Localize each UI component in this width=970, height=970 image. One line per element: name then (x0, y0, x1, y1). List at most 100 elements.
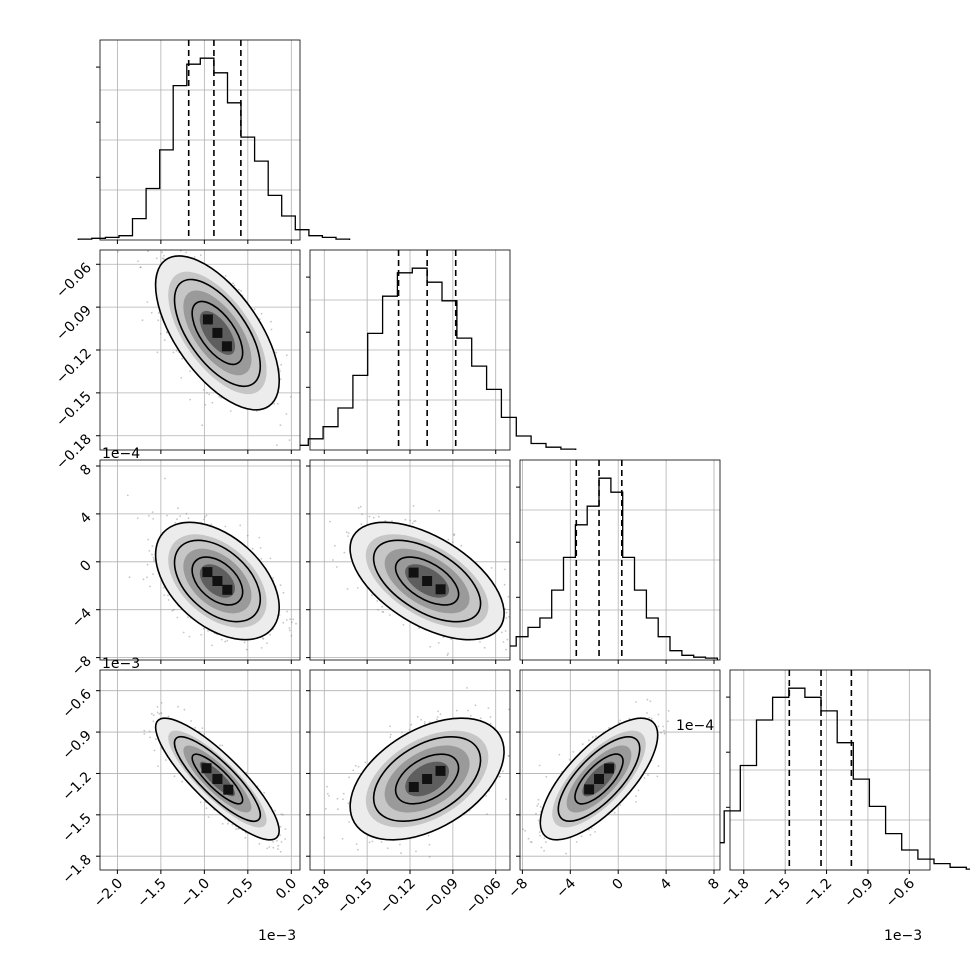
pair-panel-3-1 (306, 669, 518, 874)
scatter-point (437, 642, 440, 644)
scatter-point (136, 517, 139, 520)
scatter-point (220, 638, 223, 641)
panel-frame (99, 249, 301, 451)
scatter-point (224, 275, 227, 277)
scatter-point (160, 702, 163, 704)
scatter-point (157, 319, 160, 322)
scatter-point (224, 818, 227, 821)
scatter-point (460, 544, 463, 547)
scatter-point (210, 523, 213, 526)
scatter-point (172, 351, 175, 354)
scatter-point (128, 576, 131, 579)
scatter-point (199, 801, 202, 804)
panel-frame (729, 669, 931, 871)
scatter-point (343, 551, 346, 554)
density-peak-cell (435, 584, 446, 595)
scatter-point (345, 531, 348, 534)
scatter-point (279, 825, 282, 828)
scatter-point (156, 706, 159, 708)
scatter-point (516, 748, 518, 750)
scatter-point (204, 515, 206, 518)
contour-line-2 (191, 556, 244, 606)
contour-line-0 (154, 521, 280, 641)
scatter-point (285, 354, 288, 357)
scatter-point (158, 712, 161, 715)
scatter-point (181, 357, 184, 360)
scatter-point (408, 728, 411, 731)
scatter-point (487, 707, 490, 709)
scatter-point (357, 507, 360, 509)
scatter-point (501, 631, 503, 634)
scatter-point (412, 505, 415, 507)
scatter-point (159, 332, 162, 335)
scatter-point (231, 823, 234, 826)
scatter-point (201, 727, 204, 729)
scatter-point (259, 547, 262, 549)
panel-content (126, 477, 297, 665)
pair-panel-2-0 (96, 459, 301, 665)
density-peak-cell (408, 567, 419, 578)
scatter-point (284, 838, 287, 840)
scatter-point (245, 771, 248, 774)
scatter-point (232, 282, 235, 285)
scatter-point (505, 611, 508, 614)
scatter-point (245, 648, 248, 651)
scatter-point (277, 844, 280, 847)
panel-frame (99, 669, 301, 871)
density-peak-cell (223, 784, 234, 795)
scatter-point (150, 311, 153, 314)
scatter-point (486, 813, 488, 815)
scatter-point (272, 846, 275, 849)
scatter-point (504, 630, 507, 632)
scatter-point (227, 822, 229, 825)
scatter-point (211, 401, 214, 404)
scatter-point (163, 258, 166, 260)
contour-line-2 (394, 556, 460, 606)
scatter-point (239, 524, 242, 527)
density-peak-cell (202, 567, 213, 578)
scatter-point (377, 515, 380, 518)
scatter-point (450, 638, 452, 640)
scatter-point (143, 729, 146, 732)
scatter-point (244, 836, 247, 839)
scatter-point (142, 578, 145, 581)
scatter-point (291, 621, 293, 624)
scatter-point (279, 378, 282, 381)
scatter-point (498, 775, 501, 778)
scatter-point (277, 663, 279, 665)
scatter-point (289, 618, 292, 620)
scatter-point (335, 566, 338, 568)
scatter-point (507, 595, 510, 598)
contour-line-2 (191, 753, 244, 805)
panel-frame (99, 459, 301, 661)
scatter-point (152, 720, 155, 723)
scatter-point (418, 627, 420, 629)
scatter-point (276, 839, 278, 842)
scatter-point (347, 532, 350, 534)
scatter-point (146, 301, 149, 303)
scatter-point (381, 605, 384, 608)
scatter-point (182, 631, 185, 634)
scatter-point (483, 646, 486, 649)
contour-line-1 (173, 539, 262, 623)
scatter-point (149, 585, 151, 588)
scatter-point (269, 557, 272, 560)
scatter-point (153, 749, 156, 752)
scatter-point (219, 744, 222, 747)
scatter-point (288, 629, 291, 632)
scatter-point (202, 389, 205, 391)
scatter-point (420, 718, 423, 721)
scatter-point (414, 520, 417, 522)
pair-panel-1-0 (96, 249, 301, 454)
scatter-point (253, 308, 256, 311)
scatter-point (177, 705, 180, 708)
scatter-point (205, 514, 208, 517)
scatter-point (243, 641, 246, 644)
scatter-point (285, 413, 288, 415)
scatter-point (511, 621, 513, 623)
scatter-point (447, 652, 449, 655)
scatter-point (126, 494, 129, 497)
scatter-point (157, 312, 160, 314)
scatter-point (446, 654, 449, 656)
